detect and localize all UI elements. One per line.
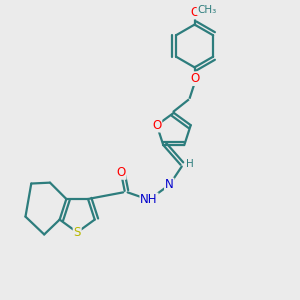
Text: H: H bbox=[186, 159, 194, 169]
Text: O: O bbox=[190, 6, 199, 19]
Text: O: O bbox=[116, 166, 126, 179]
Text: S: S bbox=[74, 226, 81, 239]
Text: N: N bbox=[165, 178, 174, 191]
Text: CH₃: CH₃ bbox=[197, 5, 217, 15]
Text: O: O bbox=[190, 72, 199, 85]
Text: O: O bbox=[152, 119, 161, 132]
Text: NH: NH bbox=[140, 193, 158, 206]
